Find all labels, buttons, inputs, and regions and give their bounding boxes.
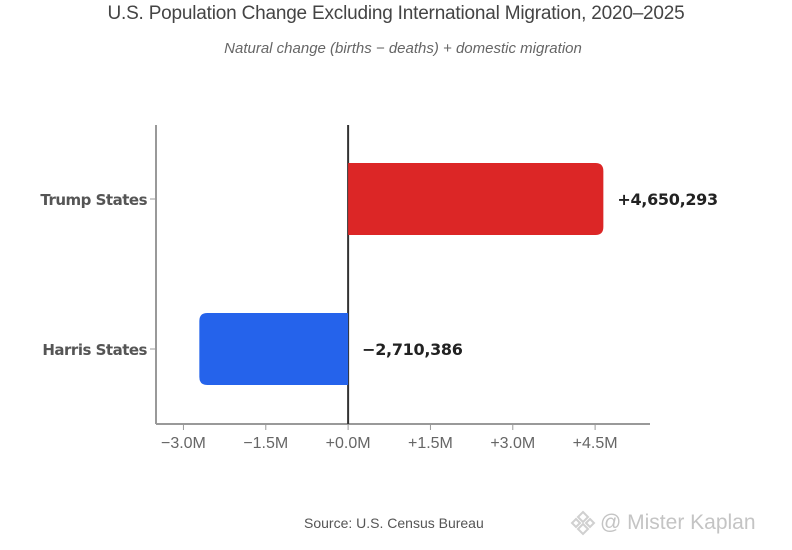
watermark: @ Mister Kaplan bbox=[570, 510, 756, 536]
value-label: +4,650,293 bbox=[617, 190, 718, 209]
chart-title: U.S. Population Change Excluding Interna… bbox=[107, 3, 685, 24]
bar-trump-states bbox=[348, 163, 604, 235]
labels: Trump States +4,650,293 Harris States −2,71… bbox=[40, 190, 718, 359]
x-tick-label: −3.0M bbox=[161, 435, 206, 452]
axes: −3.0M −1.5M +0.0M +1.5M +3.0M +4.5M bbox=[150, 125, 650, 452]
x-tick-label: +0.0M bbox=[326, 435, 371, 452]
x-tick-label: +4.5M bbox=[573, 435, 618, 452]
x-tick-label: −1.5M bbox=[243, 435, 288, 452]
watermark-text: @ Mister Kaplan bbox=[600, 511, 756, 534]
x-tick-label: +1.5M bbox=[408, 435, 453, 452]
chart-subtitle: Natural change (births − deaths) + domes… bbox=[224, 40, 582, 57]
bar-harris-states bbox=[199, 313, 349, 385]
diamond-logo-icon bbox=[570, 510, 596, 536]
bars bbox=[199, 163, 604, 385]
value-label: −2,710,386 bbox=[362, 340, 463, 359]
category-label: Trump States bbox=[40, 191, 147, 209]
x-tick-label: +3.0M bbox=[490, 435, 535, 452]
source-note: Source: U.S. Census Bureau bbox=[304, 515, 484, 531]
category-label: Harris States bbox=[42, 341, 147, 359]
